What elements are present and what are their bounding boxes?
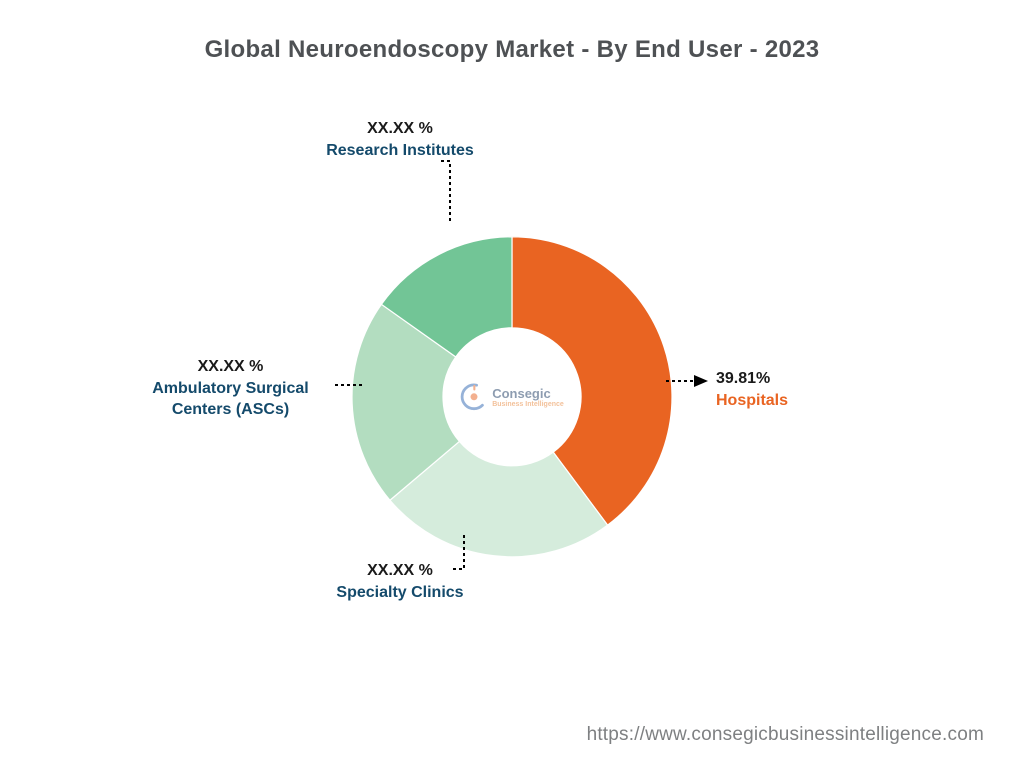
slice-pct: XX.XX % <box>128 356 333 378</box>
slice-label-hospitals: 39.81% Hospitals <box>716 368 788 411</box>
logo-tagline: Business Intelligence <box>492 400 564 407</box>
slice-label-research: XX.XX % Research Institutes <box>300 118 500 161</box>
slice-label-asc: XX.XX % Ambulatory Surgical Centers (ASC… <box>128 356 333 421</box>
slice-pct: XX.XX % <box>300 118 500 140</box>
slice-label-specialty: XX.XX % Specialty Clinics <box>300 560 500 603</box>
slice-pct: XX.XX % <box>300 560 500 582</box>
logo-brand-name: Consegic <box>492 386 564 399</box>
brand-logo: Consegic Business Intelligence <box>460 383 564 411</box>
donut-chart: Consegic Business Intelligence <box>352 237 672 557</box>
footer-url: https://www.consegicbusinessintelligence… <box>587 724 984 746</box>
donut-center: Consegic Business Intelligence <box>443 328 581 466</box>
logo-text: Consegic Business Intelligence <box>492 386 564 407</box>
slice-name: Hospitals <box>716 390 788 412</box>
slice-name: Research Institutes <box>300 140 500 162</box>
chart-title: Global Neuroendoscopy Market - By End Us… <box>0 36 1024 64</box>
slice-name: Specialty Clinics <box>300 582 500 604</box>
logo-mark-icon <box>460 383 488 411</box>
slice-pct: 39.81% <box>716 368 788 390</box>
slice-name: Ambulatory Surgical Centers (ASCs) <box>128 378 333 421</box>
